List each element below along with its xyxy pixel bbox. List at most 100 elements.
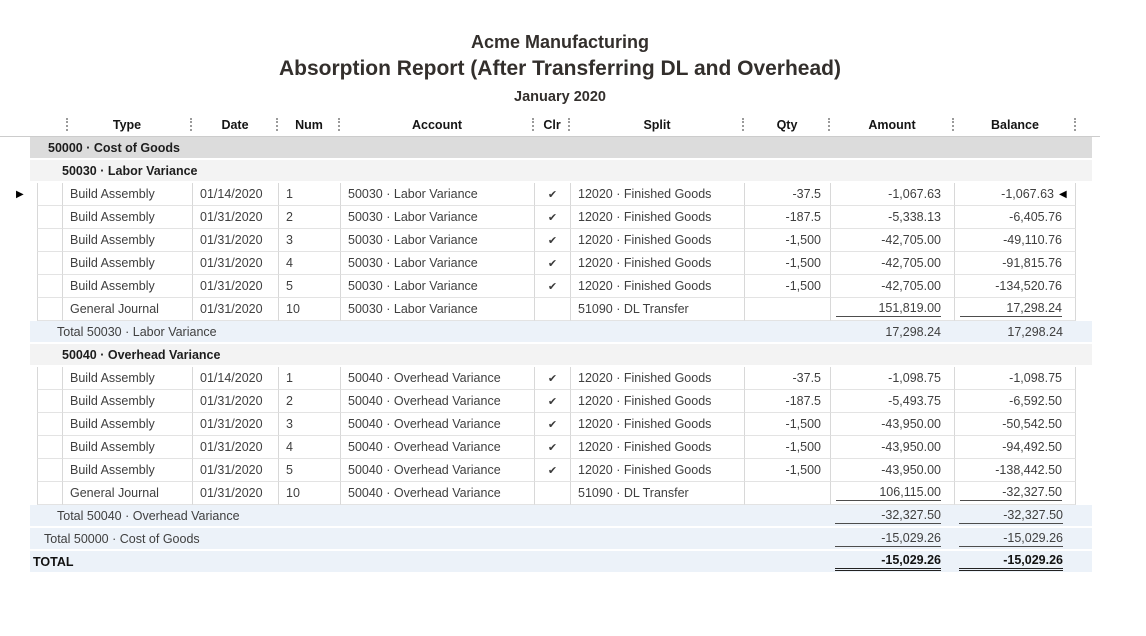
cleared-cell: ✔ [534, 275, 570, 298]
column-header-amount: Amount [830, 113, 954, 136]
section-total-label: Total 50000 · Cost of Goods [30, 532, 200, 546]
type-cell: Build Assembly [62, 229, 192, 252]
cleared-check-icon: ✔ [548, 418, 557, 431]
cleared-cell: ✔ [534, 252, 570, 275]
amount-cell: -5,338.13 [830, 206, 954, 229]
column-resize-handle[interactable] [66, 118, 68, 131]
column-resize-handle[interactable] [532, 118, 534, 131]
row-gutter [0, 252, 37, 275]
row-gutter [0, 367, 37, 390]
qty-cell: -1,500 [744, 459, 830, 482]
subsection-header-row: 50030 · Labor Variance [0, 160, 1100, 183]
amount-cell: -1,098.75 [830, 367, 954, 390]
transaction-row[interactable]: General Journal 01/31/2020 10 50040 · Ov… [0, 482, 1100, 505]
column-resize-handle[interactable] [742, 118, 744, 131]
transaction-row[interactable]: Build Assembly 01/31/2020 2 50040 · Over… [0, 390, 1100, 413]
date-cell: 01/14/2020 [192, 367, 278, 390]
split-cell: 12020 · Finished Goods [570, 206, 744, 229]
cleared-check-icon: ✔ [548, 372, 557, 385]
split-cell: 12020 · Finished Goods [570, 275, 744, 298]
split-cell: 51090 · DL Transfer [570, 482, 744, 505]
transaction-row[interactable]: Build Assembly 01/31/2020 4 50030 · Labo… [0, 252, 1100, 275]
column-header-split: Split [570, 113, 744, 136]
column-resize-handle[interactable] [828, 118, 830, 131]
num-cell: 3 [278, 413, 340, 436]
date-cell: 01/31/2020 [192, 413, 278, 436]
row-gutter [0, 413, 37, 436]
column-resize-handle[interactable] [952, 118, 954, 131]
row-gutter [0, 298, 37, 321]
column-resize-handle[interactable] [568, 118, 570, 131]
cleared-check-icon: ✔ [548, 188, 557, 201]
subsection-header-row: 50040 · Overhead Variance [0, 344, 1100, 367]
account-cell: 50040 · Overhead Variance [340, 367, 534, 390]
subtotal-balance: -32,327.50 [954, 505, 1076, 526]
qty-cell: -37.5 [744, 183, 830, 206]
type-cell: Build Assembly [62, 459, 192, 482]
subtotal-label: Total 50040 · Overhead Variance [30, 509, 240, 523]
column-resize-handle[interactable] [276, 118, 278, 131]
cleared-check-icon: ✔ [548, 211, 557, 224]
amount-cell: 106,115.00 [830, 482, 954, 505]
split-cell: 12020 · Finished Goods [570, 459, 744, 482]
header-gutter [0, 113, 37, 136]
absorption-report-page: Acme Manufacturing Absorption Report (Af… [0, 0, 1146, 636]
date-cell: 01/31/2020 [192, 298, 278, 321]
transaction-row[interactable]: Build Assembly 01/14/2020 1 50040 · Over… [0, 367, 1100, 390]
transaction-row[interactable]: Build Assembly 01/31/2020 5 50030 · Labo… [0, 275, 1100, 298]
split-cell: 12020 · Finished Goods [570, 390, 744, 413]
num-cell: 5 [278, 459, 340, 482]
account-cell: 50040 · Overhead Variance [340, 482, 534, 505]
transaction-row[interactable]: Build Assembly 01/14/2020 1 50030 · Labo… [0, 183, 1100, 206]
cleared-check-icon: ✔ [548, 441, 557, 454]
cleared-check-icon: ✔ [548, 280, 557, 293]
report-title: Absorption Report (After Transferring DL… [0, 57, 1120, 81]
cleared-cell: ✔ [534, 367, 570, 390]
qty-cell: -187.5 [744, 390, 830, 413]
account-cell: 50040 · Overhead Variance [340, 436, 534, 459]
column-resize-handle[interactable] [190, 118, 192, 131]
num-cell: 1 [278, 183, 340, 206]
date-cell: 01/14/2020 [192, 183, 278, 206]
transaction-row[interactable]: Build Assembly 01/31/2020 3 50030 · Labo… [0, 229, 1100, 252]
report-table: Type Date Num Account Clr Split Qty Amou… [0, 113, 1100, 574]
header-indent-gutter [37, 113, 62, 136]
indent-cell [37, 298, 62, 321]
cleared-cell [534, 482, 570, 505]
transaction-row[interactable]: General Journal 01/31/2020 10 50030 · La… [0, 298, 1100, 321]
num-cell: 10 [278, 298, 340, 321]
account-cell: 50040 · Overhead Variance [340, 390, 534, 413]
qty-cell: -1,500 [744, 436, 830, 459]
date-cell: 01/31/2020 [192, 252, 278, 275]
subtotal-label: Total 50030 · Labor Variance [30, 325, 217, 339]
balance-cell: -49,110.76 [954, 229, 1076, 252]
date-cell: 01/31/2020 [192, 459, 278, 482]
indent-cell [37, 252, 62, 275]
type-cell: Build Assembly [62, 390, 192, 413]
amount-cell: -42,705.00 [830, 252, 954, 275]
current-row-pointer-icon: ▶ [16, 188, 24, 201]
date-cell: 01/31/2020 [192, 482, 278, 505]
balance-cell: -50,542.50 [954, 413, 1076, 436]
indent-cell [37, 390, 62, 413]
column-resize-handle[interactable] [1074, 118, 1076, 131]
transaction-row[interactable]: Build Assembly 01/31/2020 3 50040 · Over… [0, 413, 1100, 436]
transaction-row[interactable]: Build Assembly 01/31/2020 5 50040 · Over… [0, 459, 1100, 482]
indent-cell [37, 367, 62, 390]
cleared-check-icon: ✔ [548, 464, 557, 477]
indent-cell [37, 413, 62, 436]
type-cell: Build Assembly [62, 436, 192, 459]
column-resize-handle[interactable] [338, 118, 340, 131]
num-cell: 3 [278, 229, 340, 252]
transaction-row[interactable]: Build Assembly 01/31/2020 4 50040 · Over… [0, 436, 1100, 459]
transaction-row[interactable]: Build Assembly 01/31/2020 2 50030 · Labo… [0, 206, 1100, 229]
num-cell: 1 [278, 367, 340, 390]
account-cell: 50030 · Labor Variance [340, 275, 534, 298]
num-cell: 5 [278, 275, 340, 298]
row-gutter [0, 206, 37, 229]
cleared-cell: ✔ [534, 413, 570, 436]
row-gutter [0, 229, 37, 252]
balance-cell: -91,815.76 [954, 252, 1076, 275]
cleared-cell: ✔ [534, 390, 570, 413]
type-cell: Build Assembly [62, 367, 192, 390]
